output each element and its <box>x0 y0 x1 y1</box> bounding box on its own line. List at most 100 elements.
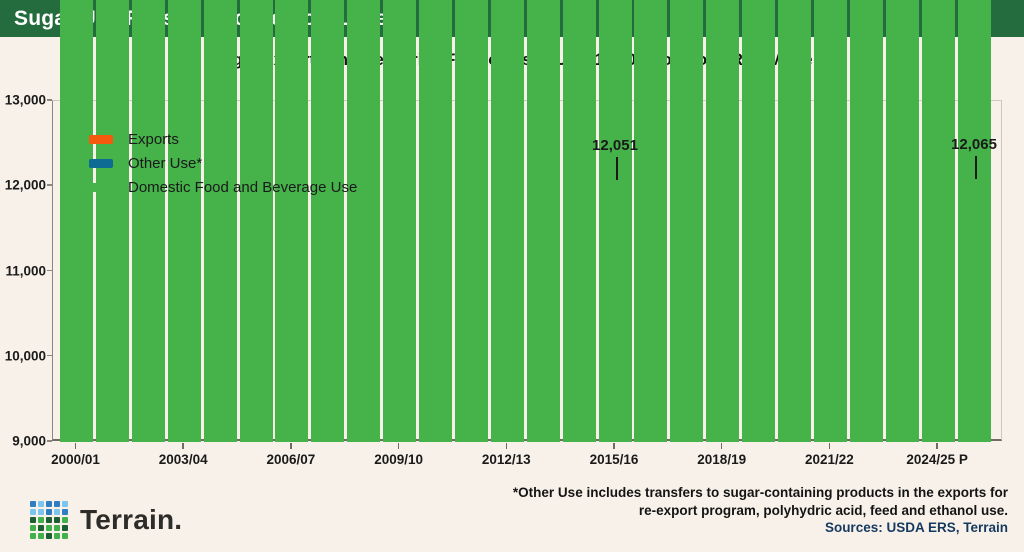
legend-label: Exports <box>128 131 179 149</box>
legend-label: Other Use* <box>128 155 203 173</box>
sources-line: Sources: USDA ERS, Terrain <box>824 520 1008 535</box>
bar-segment <box>885 0 919 442</box>
logo-grid-cell <box>46 533 52 539</box>
bar-segment <box>275 0 309 442</box>
y-axis-tick-label: 9,000 <box>12 433 46 449</box>
logo-grid-cell <box>46 525 52 531</box>
bar-segment <box>813 0 847 442</box>
bar-segment <box>634 0 668 442</box>
logo-grid-cell <box>62 501 68 507</box>
footnote: *Other Use includes transfers to sugar-c… <box>308 484 1008 537</box>
annotation-leader-line <box>616 156 618 180</box>
bar-segment <box>347 0 381 442</box>
x-axis-tick <box>397 443 400 449</box>
legend-item: Domestic Food and Beverage Use <box>89 175 357 199</box>
bar-segment <box>957 0 991 442</box>
y-axis-tick <box>47 269 52 271</box>
annotation-value: 12,051 <box>592 136 638 154</box>
legend-item: Exports <box>89 128 357 152</box>
y-axis-tick-label: 13,000 <box>4 92 46 108</box>
logo-grid-cell <box>54 533 60 539</box>
x-axis-tick-label: 2018/19 <box>697 452 747 467</box>
bar-segment <box>598 0 632 442</box>
bar-segment <box>849 0 883 442</box>
terrain-logo-grid-icon <box>30 501 68 539</box>
annotation-value: 12,065 <box>951 135 997 153</box>
y-axis-tick <box>47 99 52 101</box>
logo-grid-cell <box>38 501 44 507</box>
logo-grid-cell <box>54 501 60 507</box>
x-axis-tick-label: 2006/07 <box>266 452 316 467</box>
bar-segment <box>670 0 704 442</box>
legend-label: Domestic Food and Beverage Use <box>128 178 358 196</box>
x-axis-tick <box>936 443 938 449</box>
logo-grid-cell <box>30 509 36 515</box>
x-axis-tick-label: 2021/22 <box>804 452 854 467</box>
bar-segment <box>167 0 201 442</box>
x-axis-tick <box>828 443 831 449</box>
logo-grid-cell <box>38 517 44 523</box>
logo-grid-cell <box>38 525 44 531</box>
bar-segment <box>526 0 560 442</box>
logo-grid-cell <box>54 517 60 523</box>
x-axis-tick-label: 2012/13 <box>481 452 531 467</box>
logo-grid-cell <box>46 509 52 515</box>
logo-grid-cell <box>46 517 52 523</box>
footnote-line-1: *Other Use includes transfers to sugar-c… <box>512 485 1008 500</box>
bar-segment <box>60 0 93 442</box>
legend-swatch-icon <box>89 135 113 145</box>
y-axis-tick <box>47 184 52 186</box>
bar-segment <box>562 0 596 442</box>
y-axis-tick <box>47 440 52 442</box>
x-axis-tick-label: 2024/25 P <box>906 452 968 467</box>
footnote-line-2: re-export program, polyhydric acid, feed… <box>638 502 1008 518</box>
x-axis-tick <box>74 443 77 449</box>
bar-segment <box>706 0 740 442</box>
x-axis-tick-label: 2000/01 <box>51 452 100 467</box>
bar-segment <box>239 0 273 442</box>
logo-grid-cell <box>54 525 60 531</box>
bar-segment <box>921 0 955 442</box>
x-axis-tick <box>505 443 508 449</box>
x-axis-tick-label: 2003/04 <box>158 452 208 467</box>
annotation-leader-line <box>975 155 977 179</box>
terrain-wordmark: Terrain. <box>80 504 183 535</box>
y-axis-tick <box>47 354 52 357</box>
bar-segment <box>383 0 417 442</box>
x-axis-tick-label: 2009/10 <box>374 452 423 467</box>
logo-grid-cell <box>62 533 68 539</box>
logo-grid-cell <box>38 533 44 539</box>
terrain-logo: Terrain. <box>30 501 182 539</box>
logo-grid-cell <box>62 517 68 523</box>
bar-segment <box>131 0 165 442</box>
logo-grid-cell <box>30 525 36 531</box>
x-axis-tick <box>290 443 292 449</box>
bar-segment <box>419 0 452 442</box>
legend-swatch-icon <box>89 159 113 169</box>
x-axis-tick <box>182 443 184 449</box>
x-axis-tick <box>720 443 723 449</box>
legend-item: Other Use* <box>89 152 357 176</box>
logo-grid-cell <box>30 533 36 539</box>
legend: Exports Other Use* Domestic Food and Bever… <box>89 128 357 199</box>
logo-grid-cell <box>38 509 44 515</box>
plot-area: 12,051 12,065 Exports Other Use* Domestic F… <box>52 0 1002 442</box>
x-axis-tick-label: 2015/16 <box>589 452 639 467</box>
logo-grid-cell <box>30 517 36 523</box>
logo-grid-cell <box>54 509 60 515</box>
y-axis-tick-label: 11,000 <box>5 263 46 278</box>
legend-swatch-icon <box>89 182 113 192</box>
bar-segment <box>311 0 345 442</box>
logo-grid-cell <box>62 509 68 515</box>
x-axis-tick <box>613 443 615 449</box>
bar-segment <box>95 0 129 442</box>
logo-grid-cell <box>30 501 36 507</box>
bar-segment <box>203 0 237 442</box>
bar-segment <box>742 0 776 442</box>
y-axis-tick-label: 12,000 <box>4 177 46 193</box>
bar-segment <box>454 0 488 442</box>
logo-grid-cell <box>62 525 68 531</box>
y-axis-tick-label: 10,000 <box>4 348 46 364</box>
bar-segment <box>778 0 811 442</box>
